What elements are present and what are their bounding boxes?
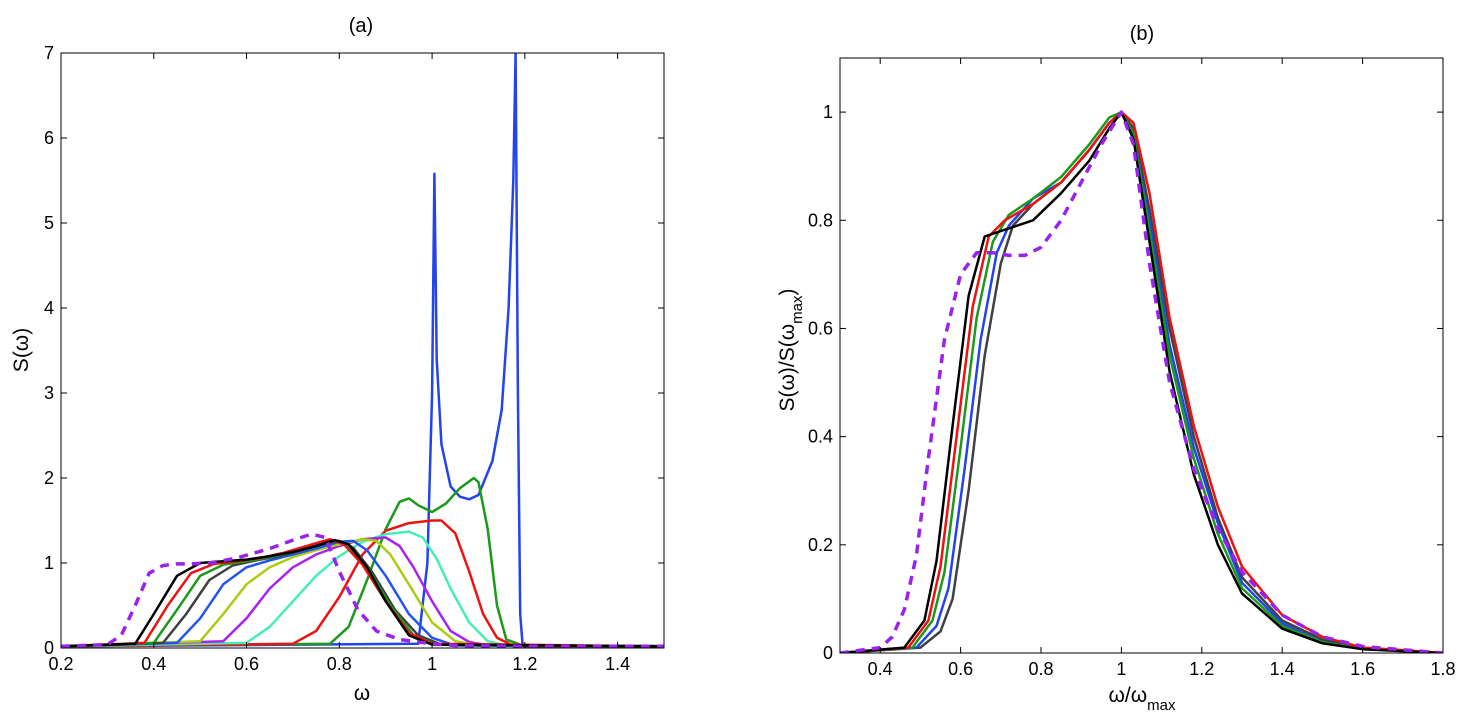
panel-a-y-tick-label: 2 [44,468,54,488]
panel-a-series-purple [61,536,664,648]
panel-b-x-tick-label: 1.8 [1430,659,1455,679]
panel-a-x-tick-label: 0.2 [48,654,73,674]
panel-b-y-label-sub: max [789,295,806,324]
panel-a-y-tick-label: 7 [44,43,54,63]
panel-a-x-tick-label: 0.6 [234,654,259,674]
panel-b-series-red [840,110,1443,653]
panel-b-x-label-main: ω/ω [1109,684,1148,707]
panel-a-x-tick-label: 1 [427,654,437,674]
panel-b-y-label-main: S(ω)/S(ω [776,324,799,412]
panel-b-x-label-sub: max [1147,697,1176,714]
panel-a-axes-box [60,52,665,649]
panel-a-x-label: ω [354,682,370,705]
panel-b-series-black [840,110,1443,653]
panel-a-series-green-double [61,476,664,648]
panel-a-ticks: 0.2 0.4 0.6 0.8 1 1.2 1.4 0 1 2 3 4 5 6 7 [44,43,664,674]
panel-a-series-red [61,519,664,648]
panel-a-series-blue-peaked [61,53,664,648]
panel-a-y-label: S(ω) [10,328,33,372]
panel-a: (a) 0.2 0.4 0.6 0.8 1 1.2 1.4 0 1 2 3 4 5 6 7 ω S(ω) [10,15,665,705]
panel-b-x-tick-label: 1 [1116,659,1126,679]
panel-b-series-purple-dashed [840,110,1443,653]
panel-b-x-tick-label: 0.4 [868,659,893,679]
panel-b-x-tick-label: 0.8 [1028,659,1053,679]
panel-b-y-label-tail: ) [776,289,799,296]
panel-a-y-tick-label: 4 [44,298,54,318]
panel-a-x-tick-label: 0.4 [141,654,166,674]
panel-a-plot-area [61,53,664,648]
panel-a-y-tick-label: 3 [44,383,54,403]
panel-b-ticks: 0.4 0.6 0.8 1 1.2 1.4 1.6 1.8 0 0.2 0.4 0.6 0.8 1 [808,58,1456,679]
panel-b-y-tick-label: 0.8 [808,210,833,230]
panel-a-y-tick-label: 1 [44,553,54,573]
panel-b-y-tick-label: 0.2 [808,535,833,555]
panel-b-title: (b) [1130,23,1154,45]
panel-b-y-tick-label: 0.4 [808,427,833,447]
panel-a-series-black [61,538,664,648]
panel-b-x-tick-label: 0.6 [948,659,973,679]
panel-b-y-tick-label: 1 [823,102,833,122]
panel-b-plot-area [840,110,1443,653]
panel-a-y-tick-label: 0 [44,638,54,658]
panel-b-axes-box [839,57,1444,654]
panel-b-x-tick-label: 1.2 [1189,659,1214,679]
panel-a-y-tick-label: 5 [44,213,54,233]
panel-a-y-tick-label: 6 [44,128,54,148]
panel-a-series-purple-dashed [61,532,664,648]
panel-a-x-tick-label: 1.2 [512,654,537,674]
panel-b-y-tick-label: 0 [823,643,833,663]
panel-b-series-green [840,110,1443,653]
panel-b-x-tick-label: 1.6 [1350,659,1375,679]
panel-a-series-aqua [61,530,664,648]
panel-b-y-tick-label: 0.6 [808,318,833,338]
panel-b-x-label: ω/ωmax [1109,684,1176,714]
panel-b: (b) 0.4 0.6 0.8 1 1.2 1.4 1.6 1.8 0 0.2 0.4 0.6 0.8 1… [776,23,1456,714]
panel-b-x-tick-label: 1.4 [1270,659,1295,679]
panel-a-title: (a) [349,15,373,37]
panel-b-y-label: S(ω)/S(ωmax) [776,289,806,412]
panel-a-x-tick-label: 0.8 [327,654,352,674]
panel-a-x-tick-label: 1.4 [605,654,630,674]
